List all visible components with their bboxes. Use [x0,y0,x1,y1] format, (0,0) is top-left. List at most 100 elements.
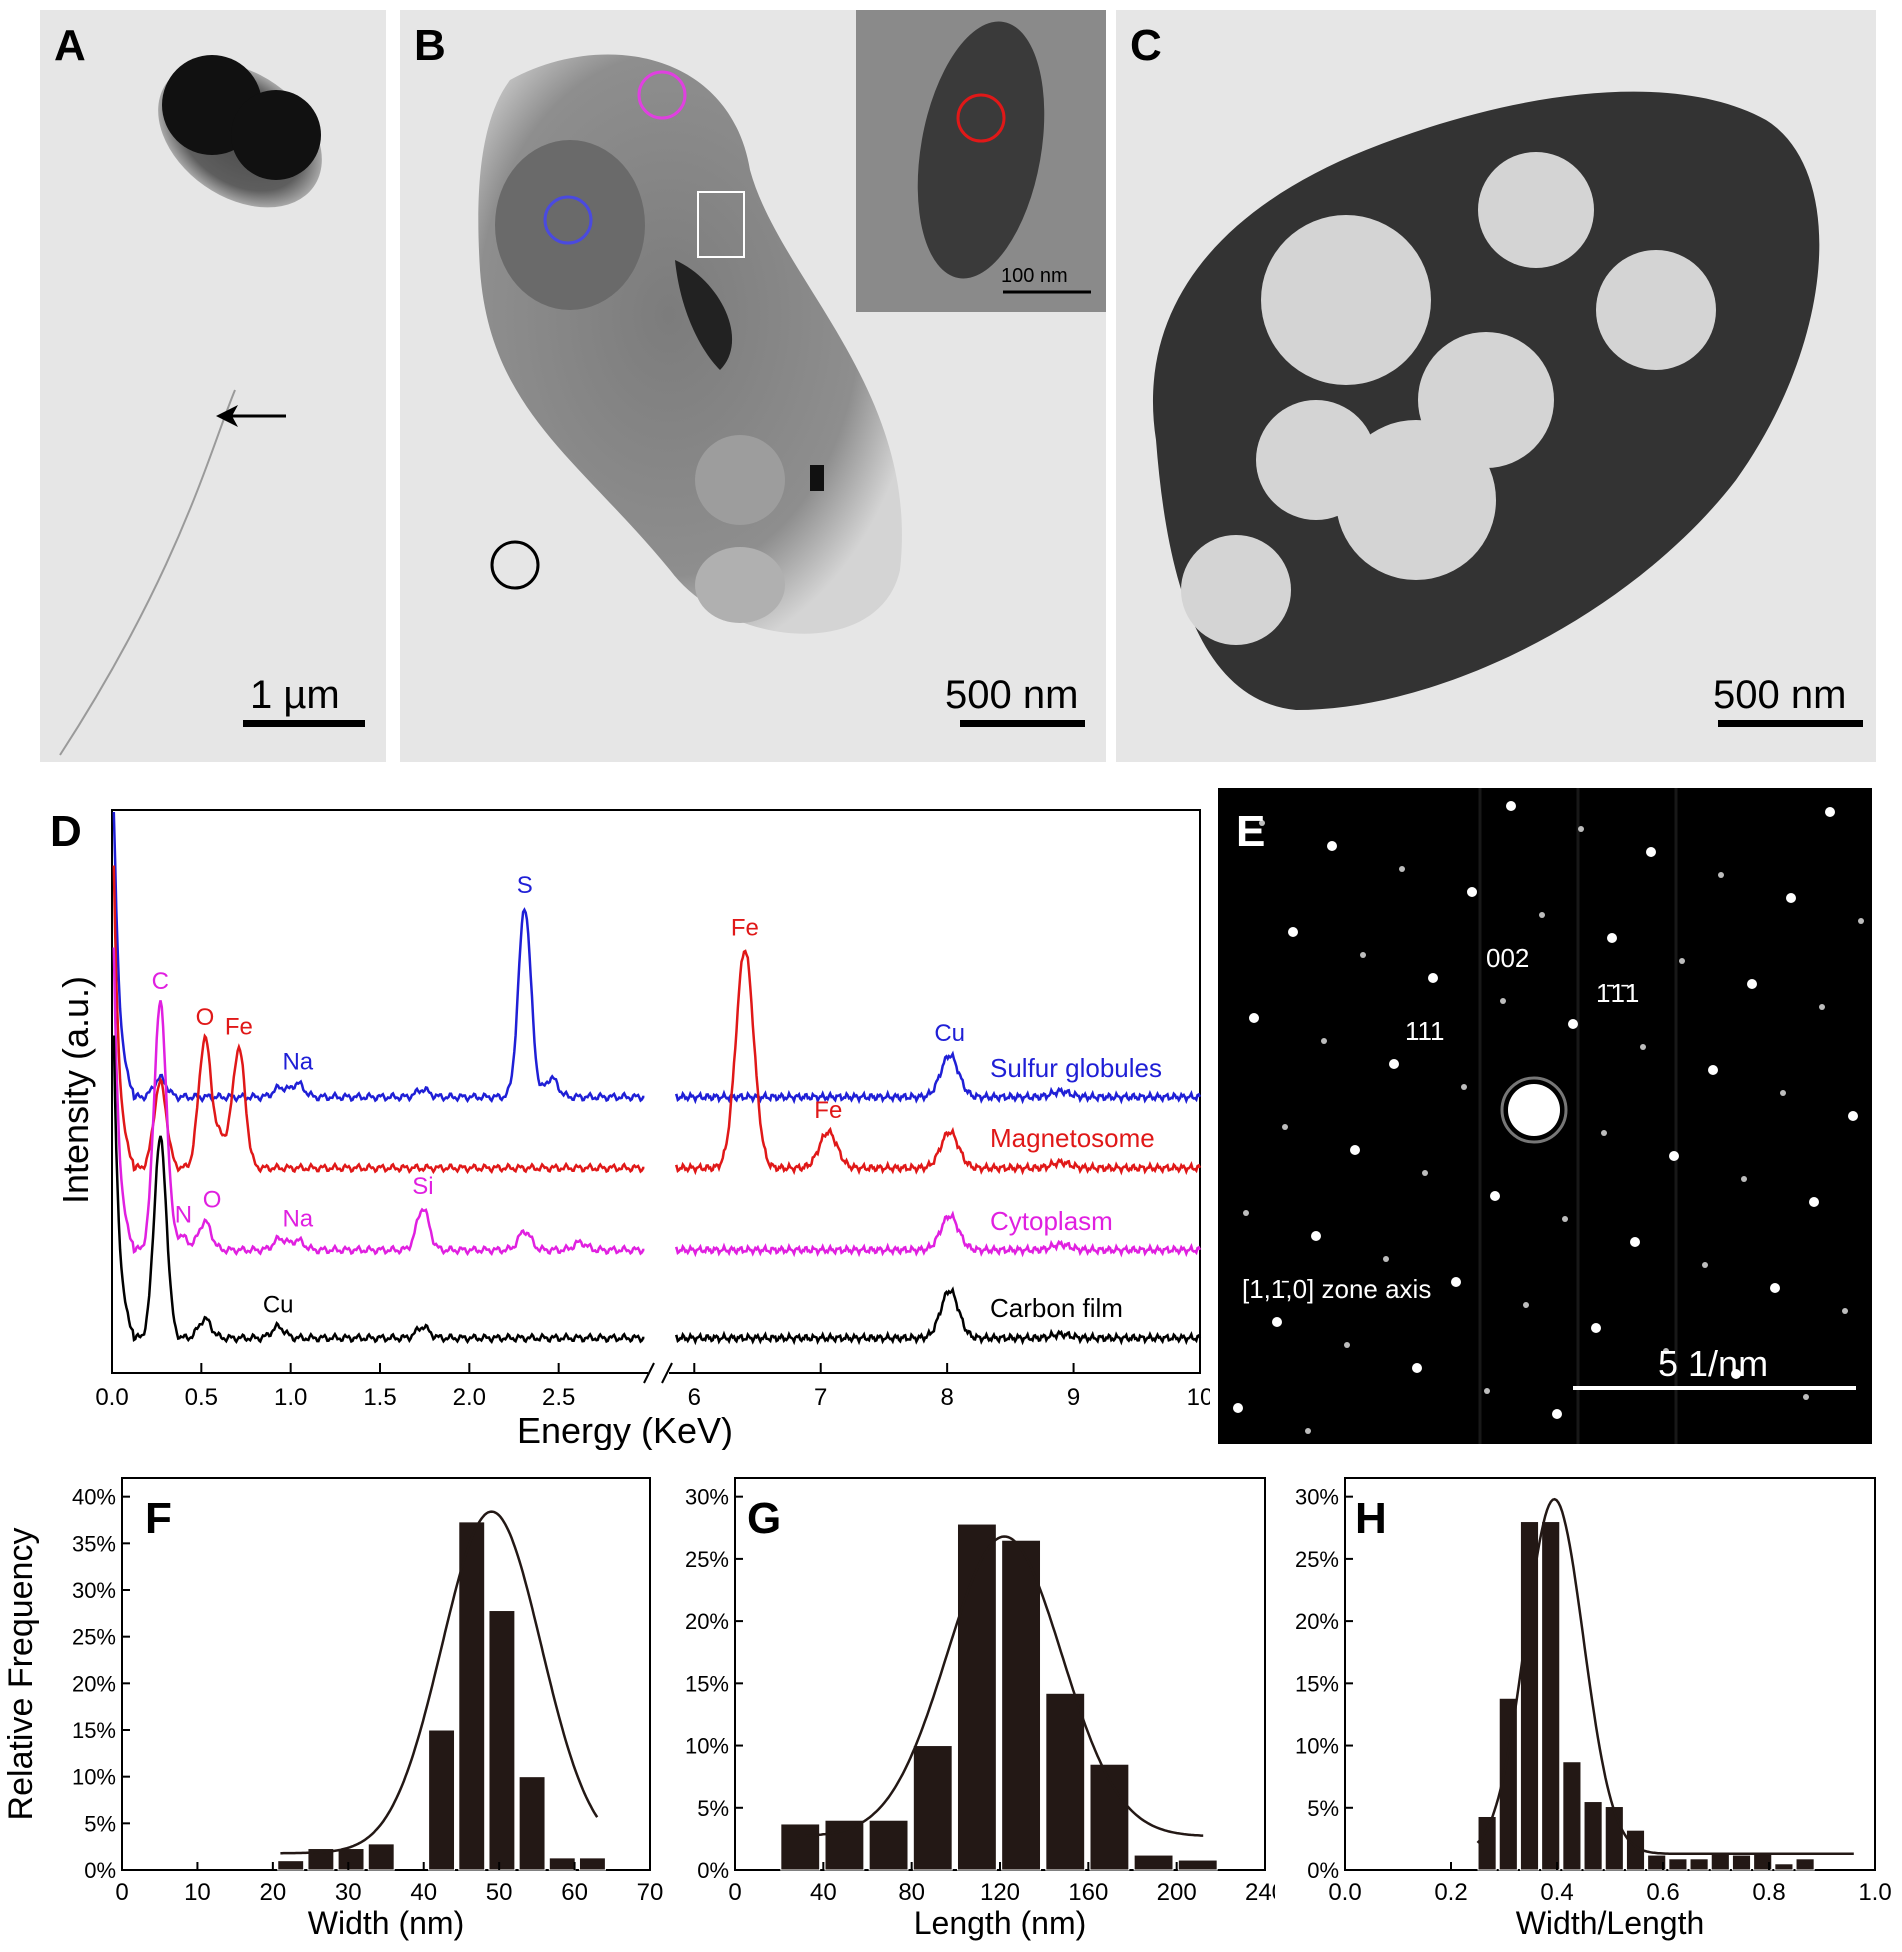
diffraction-spot [1718,872,1724,878]
peak-label: Fe [814,1097,842,1124]
histogram-bar [367,1843,395,1871]
y-tick-label: 5% [84,1811,116,1836]
x-tick-label: 1.0 [274,1384,307,1411]
panel-label-g: G [747,1494,782,1543]
y-tick-label: 10% [1295,1734,1339,1759]
histogram-bar [488,1610,516,1871]
y-axis-title: Intensity (a.u.) [55,976,96,1204]
x-tick-label: 1.5 [363,1384,396,1411]
length-histogram: 0 40 80 120 160 200 240 0% 5% 10% 15% 20% 25% 30% Leng… [685,1477,1275,1941]
diffraction-pattern [1233,788,1864,1444]
ratio-histogram: 0.0 0.2 0.4 0.6 0.8 1.0 0% 5% 10% 15% 20% 25% 30% Wid… [1295,1477,1892,1941]
scale-label-a: 1 µm [250,673,340,717]
diffraction-spot [1809,1197,1819,1207]
histogram-bar [912,1745,953,1871]
y-tick-label: 25% [72,1625,116,1650]
series-label: Carbon film [990,1293,1123,1323]
peak-label: Fe [731,915,759,942]
histogram-bar [1689,1858,1709,1871]
x-tick-label: 200 [1157,1879,1197,1906]
x-tick-label: 160 [1068,1879,1108,1906]
histogram-bar [1562,1761,1582,1871]
eds-line-2-0 [112,947,645,1257]
diffraction-spot [1461,1084,1467,1090]
histogram-bar [1001,1539,1042,1871]
y-axis-title: Relative Frequency [2,1528,40,1821]
y-tick-label: 40% [72,1485,116,1510]
x-tick-label: 0.0 [95,1384,128,1411]
diffraction-spot [1669,1151,1679,1161]
series-label: Cytoplasm [990,1206,1113,1236]
histogram-bar [307,1848,335,1871]
reflection-label-111: 111 [1405,1016,1445,1046]
panel-h-ratio-histogram: 0.0 0.2 0.4 0.6 0.8 1.0 0% 5% 10% 15% 20% 25% 30% Wid… [1275,1460,1902,1952]
x-tick-label: 60 [561,1879,588,1906]
panel-label-h: H [1355,1494,1387,1543]
scale-label-b: 500 nm [945,673,1079,717]
x-tick-label: 40 [410,1879,437,1906]
gaussian-fit-line [280,1510,599,1855]
x-axis-title: Width/Length [1516,1905,1705,1941]
peak-label: S [517,872,533,899]
diffraction-spot [1679,958,1685,964]
panel-g-length-histogram: 0 40 80 120 160 200 240 0% 5% 10% 15% 20% 25% 30% Leng… [665,1460,1275,1952]
diffraction-spot [1360,952,1366,958]
histogram-bar [1133,1854,1174,1871]
x-tick-label: 0.0 [1328,1879,1361,1906]
x-tick-label: 10 [184,1879,211,1906]
scale-bar-e [1573,1386,1856,1390]
diffraction-spot [1321,1038,1327,1044]
gaussian-fit-line [796,1535,1204,1838]
central-beam-halo [1500,1076,1568,1144]
x-axis-title: Energy (KeV) [517,1410,733,1450]
diffraction-spot [1663,1348,1669,1354]
y-tick-label: 25% [1295,1547,1339,1572]
diffraction-spot [1282,1124,1288,1130]
diffraction-spot [1803,1394,1809,1400]
scale-bar-c [1718,720,1863,727]
panel-label-b: B [414,21,446,70]
x-tick-label: 8 [940,1384,953,1411]
diffraction-spot [1607,933,1617,943]
diffraction-spot [1731,1369,1741,1379]
eds-line-3-1 [674,1286,1202,1346]
histogram-bar [1519,1521,1540,1871]
histogram-bar [1668,1858,1688,1871]
diffraction-spot [1259,820,1265,826]
y-tick-label: 5% [697,1796,729,1821]
diffraction-spot [1747,979,1757,989]
diffraction-spot [1311,1231,1321,1241]
diffraction-spot [1848,1111,1858,1121]
peak-label: Cu [934,1020,965,1047]
diffraction-spot [1500,998,1506,1004]
y-tick-label: 10% [685,1734,729,1759]
histogram-bar [1710,1852,1730,1871]
x-axis-title: Length (nm) [914,1905,1087,1941]
histogram-bar [1477,1815,1497,1871]
diffraction-spot [1601,1130,1607,1136]
y-tick-label: 30% [685,1485,729,1510]
diffraction-spot [1858,918,1864,924]
peak-label: Na [282,1049,313,1076]
histogram-bar [956,1523,997,1871]
y-tick-label: 15% [1295,1671,1339,1696]
diffraction-spot [1741,1176,1747,1182]
diffraction-spot [1506,801,1516,811]
diffraction-spot [1272,1317,1282,1327]
diffraction-spot [1640,1044,1646,1050]
peak-label: N [175,1202,192,1229]
histogram-bar [1647,1854,1667,1871]
y-tick-label: 15% [685,1671,729,1696]
histogram-bar [1774,1863,1794,1871]
panel-label-a: A [54,21,86,70]
scale-bar-b [960,720,1085,727]
diffraction-spot [1305,1428,1311,1434]
diffraction-spot [1552,1409,1562,1419]
x-tick-label: 0.5 [185,1384,218,1411]
diffraction-spot [1578,826,1584,832]
histogram-bar [868,1819,909,1871]
diffraction-spot [1819,1004,1825,1010]
x-axis-title: Width (nm) [308,1905,464,1941]
diffraction-spot [1288,927,1298,937]
diffraction-spot [1523,1302,1529,1308]
